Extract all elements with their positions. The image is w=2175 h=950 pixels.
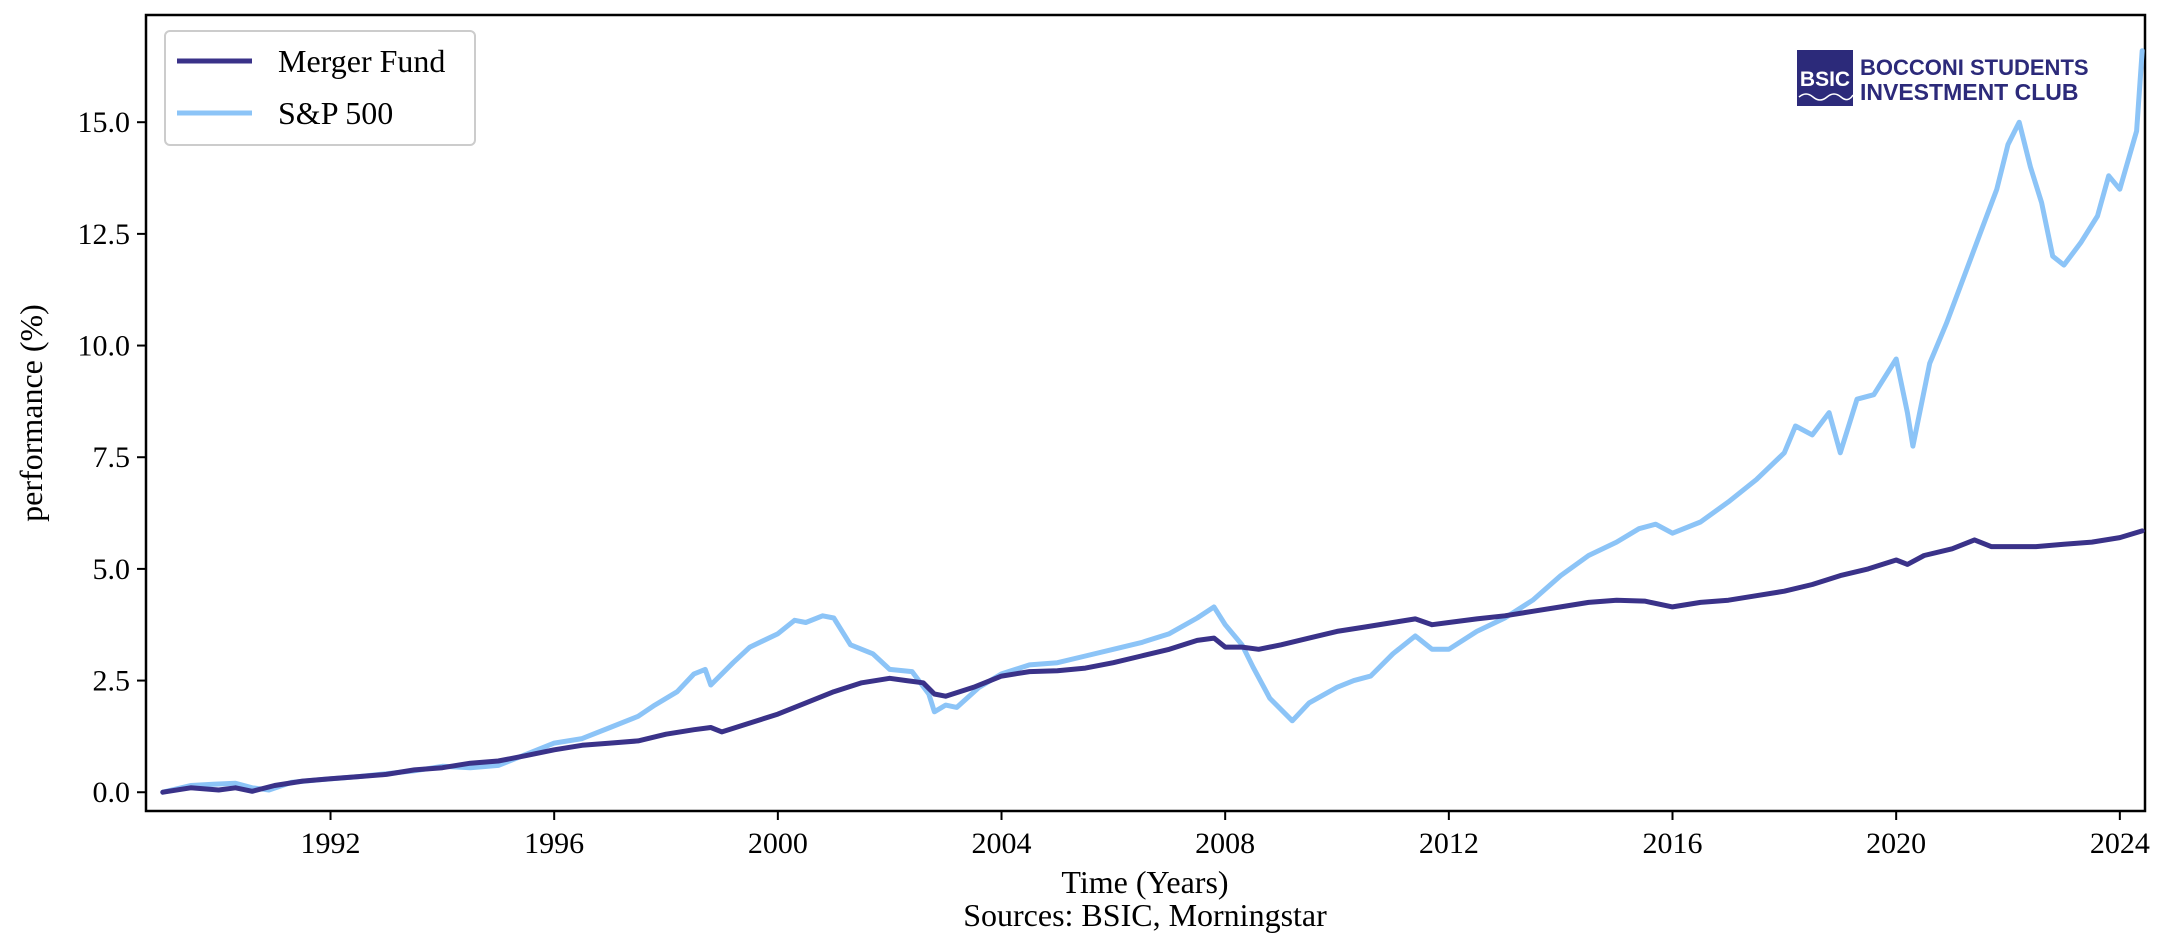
y-tick-label: 2.5 xyxy=(93,665,131,698)
y-axis-label: performance (%) xyxy=(13,304,49,522)
bsic-logo: BSIC BOCCONI STUDENTS INVESTMENT CLUB xyxy=(1797,50,2089,106)
x-tick-label: 2008 xyxy=(1195,827,1255,860)
y-tick-label: 5.0 xyxy=(93,553,131,586)
y-axis-ticks: 0.0 2.5 5.0 7.5 10.0 12.5 15.0 xyxy=(78,106,146,809)
x-tick-label: 2012 xyxy=(1419,827,1479,860)
y-tick-label: 15.0 xyxy=(78,106,131,139)
legend-label-merger-fund: Merger Fund xyxy=(278,43,445,79)
x-tick-label: 2000 xyxy=(748,827,808,860)
series-line-merger-fund xyxy=(160,528,2145,795)
y-tick-label: 7.5 xyxy=(93,441,131,474)
plot-frame xyxy=(144,13,2147,813)
series-layer xyxy=(160,48,2145,795)
legend-label-sp500: S&P 500 xyxy=(278,95,393,131)
logo-line1: BOCCONI STUDENTS xyxy=(1860,55,2089,80)
logo-badge xyxy=(1797,50,1853,106)
y-tick-label: 0.0 xyxy=(93,776,131,809)
x-tick-label: 2024 xyxy=(2090,827,2150,860)
logo-wave-icon xyxy=(1798,93,1854,101)
x-axis-ticks: 1992 1996 2000 2004 2008 2012 2016 2020 2024 xyxy=(301,811,2150,860)
x-tick-label: 2004 xyxy=(972,827,1032,860)
x-tick-label: 1992 xyxy=(301,827,361,860)
logo-line2: INVESTMENT CLUB xyxy=(1860,79,2079,105)
x-axis-label: Time (Years) xyxy=(1061,864,1228,900)
y-tick-label: 10.0 xyxy=(78,330,131,363)
legend: Merger Fund S&P 500 xyxy=(164,30,476,146)
x-tick-label: 1996 xyxy=(524,827,584,860)
series-line-sp500 xyxy=(160,48,2145,795)
source-note: Sources: BSIC, Morningstar xyxy=(963,897,1327,933)
x-tick-label: 2020 xyxy=(1866,827,1926,860)
y-tick-label: 12.5 xyxy=(78,218,131,251)
logo-badge-text: BSIC xyxy=(1800,68,1850,91)
x-tick-label: 2016 xyxy=(1643,827,1703,860)
